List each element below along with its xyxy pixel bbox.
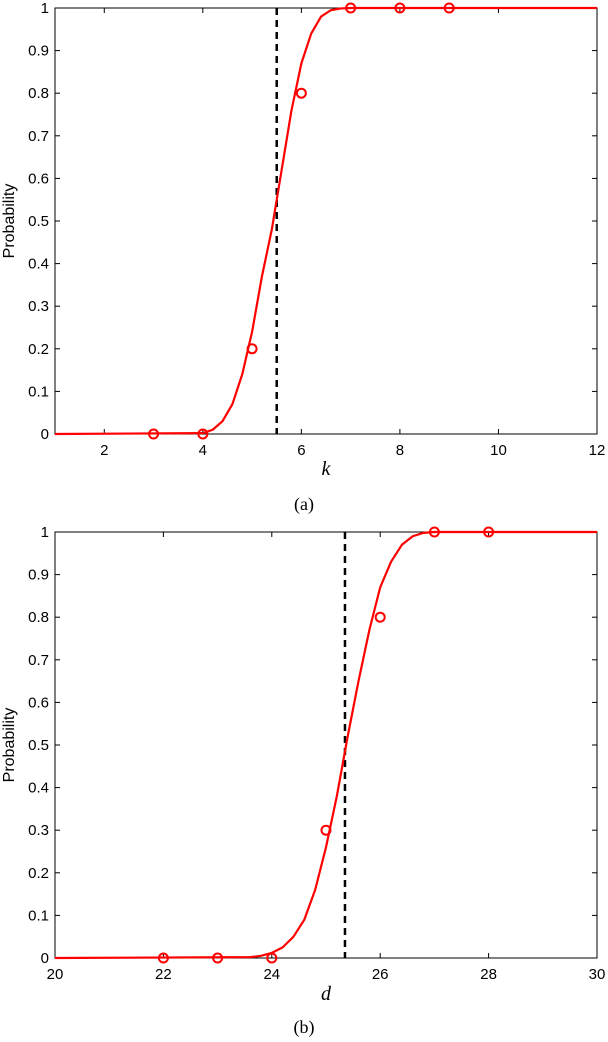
x-tick-label: 20 <box>47 966 64 983</box>
data-point-marker <box>157 952 169 964</box>
data-point-marker <box>212 952 224 964</box>
x-tick-label: 6 <box>297 442 305 459</box>
data-point-marker <box>483 526 495 538</box>
y-tick-label: 0.6 <box>28 694 49 711</box>
y-axis-title: Probability <box>1 184 18 259</box>
y-tick-label: 0.2 <box>28 341 49 358</box>
x-tick-label: 28 <box>480 966 497 983</box>
data-point-marker <box>320 824 332 836</box>
fitted-curve-line <box>54 6 597 436</box>
data-point-marker <box>246 343 258 355</box>
chart-panel-a: 00.10.20.30.40.50.60.70.80.912 4 6 8 10 12kPr… <box>1 0 605 515</box>
y-tick-label: 0.7 <box>28 652 49 669</box>
data-point-marker <box>266 952 278 964</box>
data-point-marker <box>345 2 357 14</box>
data-point-marker <box>374 611 386 623</box>
y-tick-label: 0 <box>41 950 49 967</box>
data-point-marker <box>295 87 307 99</box>
x-tick-label: 24 <box>263 966 280 983</box>
plot-frame <box>54 7 598 435</box>
x-tick-label: 22 <box>155 966 172 983</box>
data-point-marker <box>197 428 209 440</box>
y-tick-label: 0.4 <box>28 256 49 273</box>
data-point-marker <box>428 526 440 538</box>
y-tick-label: 0.8 <box>28 85 49 102</box>
chart-panel-b: 0 0.1 0.2 0.3 0.4 0.5 0.6 0.7 0.8 0.9 1 20 22 24 26 28 3… <box>1 524 605 1038</box>
y-tick-label: 0.9 <box>28 43 49 60</box>
y-tick-label: 0.5 <box>28 213 49 230</box>
data-point-marker <box>443 2 455 14</box>
x-tick-label: 4 <box>199 442 207 459</box>
y-tick-label: 0.4 <box>28 780 49 797</box>
y-tick-label: 1 <box>41 524 49 541</box>
y-tick-label: 0.1 <box>28 907 49 924</box>
y-tick-label: 0.5 <box>28 737 49 754</box>
chart-caption: (b) <box>294 1017 315 1038</box>
data-point-marker <box>394 2 406 14</box>
x-tick-label: 2 <box>100 442 108 459</box>
data-point-marker <box>148 428 160 440</box>
chart-caption: (a) <box>294 494 314 515</box>
y-tick-label: 0.1 <box>28 383 49 400</box>
x-tick-label: 12 <box>589 442 606 459</box>
x-axis-title: k <box>322 458 332 480</box>
y-tick-label: 0.7 <box>28 128 49 145</box>
y-tick-label: 1 <box>41 0 49 17</box>
y-tick-label: 0.3 <box>28 298 49 315</box>
x-tick-label: 30 <box>589 966 606 983</box>
x-axis-title: d <box>321 983 332 1005</box>
y-axis-title: Probability <box>1 708 18 783</box>
y-tick-label: 0.9 <box>28 567 49 584</box>
y-tick-label: 0.3 <box>28 822 49 839</box>
y-tick-label: 0.2 <box>28 865 49 882</box>
y-tick-label: 0 <box>41 426 49 443</box>
x-tick-label: 26 <box>372 966 389 983</box>
y-tick-label: 0.8 <box>28 609 49 626</box>
fitted-curve-line <box>54 530 597 960</box>
x-tick-label: 10 <box>490 442 507 459</box>
y-tick-label: 0.6 <box>28 170 49 187</box>
plot-frame <box>54 531 598 959</box>
x-tick-label: 8 <box>396 442 404 459</box>
